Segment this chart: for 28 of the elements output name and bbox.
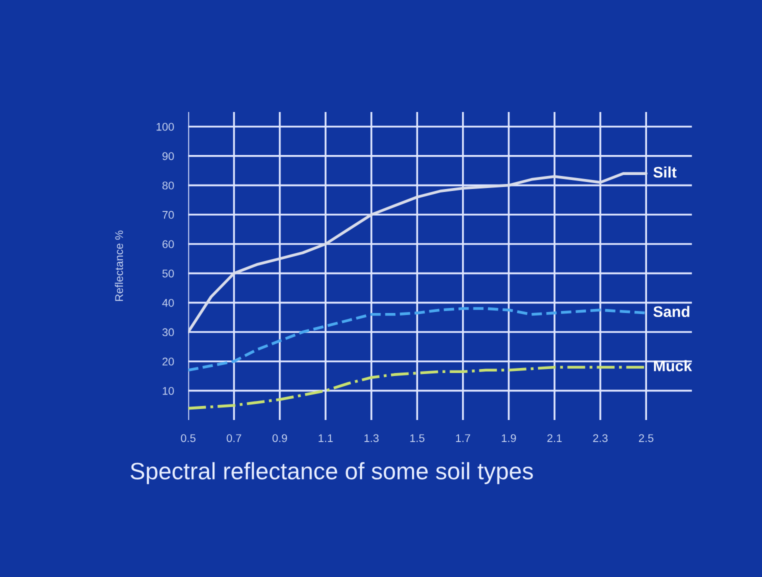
x-tick-label: 1.9 <box>502 434 516 442</box>
y-tick-label: 40 <box>162 298 174 307</box>
series-label: Silt <box>653 166 677 178</box>
y-tick-label: 100 <box>156 122 174 131</box>
x-tick-label: 1.3 <box>364 434 379 442</box>
text: Spectral reflectance of some soil types <box>130 462 533 484</box>
x-tick-label: 0.7 <box>226 434 242 442</box>
y-tick-label: 70 <box>162 210 174 219</box>
x-tick-label: 0.9 <box>272 434 287 442</box>
x-tick-label: 0.5 <box>180 434 196 442</box>
x-tick-label: 1.1 <box>318 434 333 442</box>
line-series <box>188 307 648 372</box>
x-tick-label: 2.3 <box>593 434 608 442</box>
x-tick-label: 2.1 <box>547 434 562 442</box>
x-tick-label: 1.7 <box>456 434 470 442</box>
y-tick-label: 50 <box>162 270 174 278</box>
y-tick-label: 30 <box>162 328 174 336</box>
y-tick-label: 20 <box>162 358 174 366</box>
y-tick-label: 10 <box>162 386 174 395</box>
y-tick-label: 80 <box>162 182 174 190</box>
x-tick-label: 1.5 <box>410 434 424 442</box>
y-tick-label: 90 <box>162 152 174 160</box>
y-tick-label: 60 <box>162 240 174 248</box>
line-series <box>188 172 648 334</box>
series-label: Muck <box>654 360 692 372</box>
x-tick-label: 2.5 <box>638 434 654 442</box>
y-axis-title: Reflectance % <box>114 230 124 301</box>
series-label: Sand <box>653 306 690 318</box>
